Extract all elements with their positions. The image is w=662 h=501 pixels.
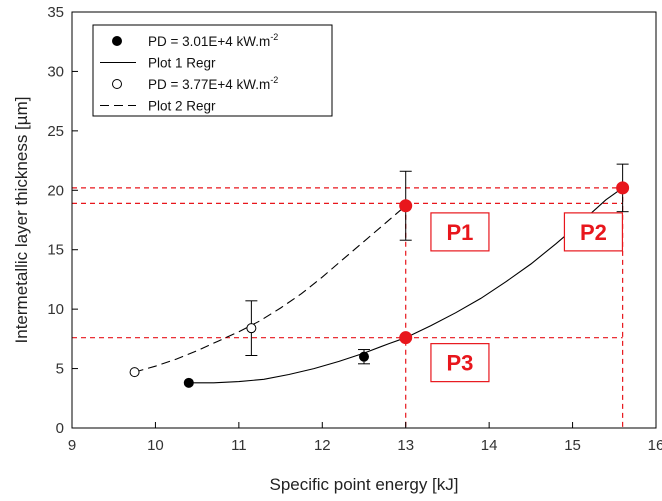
callouts: P1 P2 P3 [430, 212, 624, 383]
plot-frame [71, 11, 657, 429]
legend-entry: PD = 3.01E+4 kW.m-2 [148, 32, 278, 49]
x-tick-label: 14 [481, 437, 498, 454]
legend-entry: PD = 3.77E+4 kW.m-2 [148, 75, 278, 92]
x-tick-label: 13 [397, 437, 414, 454]
y-tick-label: 5 [56, 361, 64, 378]
data-points [129, 181, 630, 388]
y-axis-title: Intermetallic layer thickness [µm] [12, 97, 31, 344]
highlighted-data-point [616, 181, 630, 195]
data-point [183, 377, 194, 388]
x-tick-label: 10 [147, 437, 164, 454]
callout-label: P3 [446, 351, 473, 376]
highlighted-data-point [399, 199, 413, 213]
legend-marker [112, 79, 122, 89]
y-tick-label: 0 [56, 420, 64, 437]
callout-label: P1 [446, 220, 473, 245]
data-point [359, 351, 369, 362]
legend-entry-text: Plot 2 Regr [148, 99, 216, 114]
callout-box [563, 212, 624, 252]
callout-label: P2 [580, 220, 607, 245]
y-tick-label: 35 [47, 4, 64, 21]
legend-marker [112, 36, 122, 46]
data-point [129, 367, 140, 378]
data-point [246, 323, 257, 334]
callout-box [430, 343, 490, 383]
legend-box [92, 24, 333, 117]
regression-curve-2 [134, 205, 407, 373]
x-tick-label: 12 [314, 437, 331, 454]
legend-entry: Plot 1 Regr [148, 56, 216, 71]
legend-entry-text: PD = 3.01E+4 kW.m [148, 34, 270, 49]
legend-entry-text: PD = 3.77E+4 kW.m [148, 77, 270, 92]
x-axis-title: Specific point energy [kJ] [270, 475, 459, 494]
y-tick-label: 30 [47, 63, 64, 80]
legend-entry-superscript: -2 [270, 75, 278, 85]
x-tick-label: 9 [68, 437, 76, 454]
y-tick-label: 10 [47, 301, 64, 318]
highlighted-data-point [399, 331, 413, 345]
y-tick-label: 15 [47, 242, 64, 259]
legend-entry: Plot 2 Regr [148, 99, 216, 114]
legend-entry-superscript: -2 [270, 32, 278, 42]
y-axis: 0 5 10 15 20 25 30 35 [47, 4, 78, 437]
legend-entry-text: Plot 1 Regr [148, 56, 216, 71]
callout-box [430, 212, 490, 252]
x-tick-label: 15 [564, 437, 581, 454]
y-tick-label: 20 [47, 182, 64, 199]
y-tick-label: 25 [47, 123, 64, 140]
x-axis: 9 10 11 12 13 14 15 16 [68, 422, 662, 454]
x-tick-label: 16 [648, 437, 662, 454]
x-tick-label: 11 [231, 437, 247, 454]
